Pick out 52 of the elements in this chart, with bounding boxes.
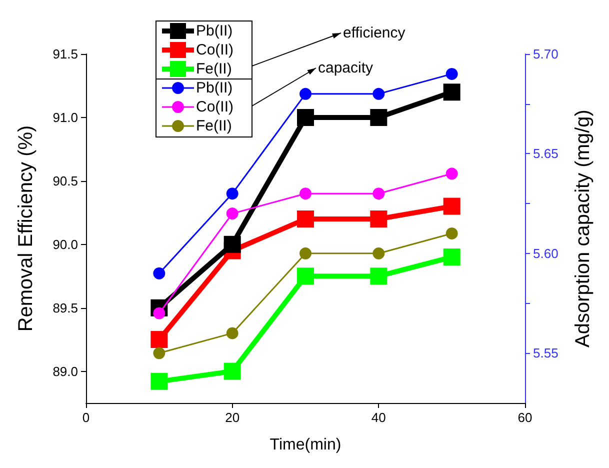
point [150,372,168,390]
y-tick-label: 89.0 [52,364,78,379]
point [297,210,314,228]
point [224,236,241,253]
y-tick-label: 90.0 [52,236,78,252]
legend-label: Co(II) [196,98,234,116]
x-tick-label: 0 [82,410,90,425]
y2-tick-label: 5.60 [533,246,558,261]
point [297,108,314,126]
y-axis-title: Removal Efficiency (%) [15,125,37,332]
point [300,188,312,200]
legend-label: Fe(II) [196,60,232,78]
x-tick-label: 40 [371,410,386,425]
point [300,247,312,260]
x-tick-label: 20 [225,410,240,425]
point [372,188,385,200]
y-tick-label: 89.5 [52,300,78,316]
y-tick-label: 91.5 [52,46,78,62]
x-tick-label: 60 [518,410,532,425]
point [224,362,241,380]
point [370,268,388,285]
point [226,327,238,340]
point [446,168,458,180]
text: efficiency [343,24,406,42]
point [372,247,385,260]
y2-axis-title: Adsorption capacity (mg/g) [572,110,594,348]
legend-label: Pb(II) [196,22,233,40]
point [150,331,168,348]
point [300,88,312,100]
point [297,268,314,285]
point [153,347,166,360]
point [372,88,385,100]
point [443,248,460,266]
y-tick-label: 91.0 [52,110,78,125]
y2-tick-label: 5.65 [533,146,558,162]
point [370,210,388,228]
point [446,227,458,240]
point [226,188,238,200]
y2-tick-label: 5.70 [533,46,558,62]
legend-label: Fe(II) [196,118,232,134]
legend-label: Co(II) [196,42,234,58]
point [226,208,238,220]
point [370,108,388,126]
point [443,84,460,101]
y-tick-label: 90.5 [52,173,78,188]
point [153,267,166,280]
point [446,68,458,80]
point [443,198,460,215]
legend-label: Pb(II) [196,80,233,96]
y2-tick-label: 5.55 [533,346,558,361]
annotation: capacity [318,60,374,76]
x-axis-title: Time(min) [270,436,342,454]
